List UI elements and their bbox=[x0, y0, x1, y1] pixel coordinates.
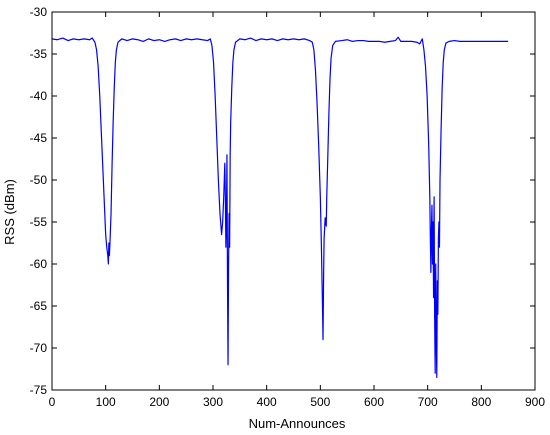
y-tick-label: -50 bbox=[30, 173, 48, 187]
axes-layer: 0 100 200 300 400 500 600 700 800 900 -30 -35 -40 -45… bbox=[30, 5, 546, 409]
y-tick-label: -70 bbox=[30, 341, 48, 355]
axes-frame bbox=[51, 11, 536, 391]
y-tick-label: -40 bbox=[30, 89, 48, 103]
plot-area bbox=[52, 12, 535, 390]
y-tick-label: -65 bbox=[30, 299, 48, 313]
y-tick-label: -35 bbox=[30, 47, 48, 61]
x-tick-label: 0 bbox=[49, 395, 56, 409]
y-tick-label: -75 bbox=[30, 383, 48, 397]
x-tick-label: 900 bbox=[525, 395, 545, 409]
x-tick-label: 200 bbox=[149, 395, 169, 409]
x-tick-label: 100 bbox=[96, 395, 116, 409]
x-tick-label: 300 bbox=[203, 395, 223, 409]
y-tick-label: -30 bbox=[30, 5, 48, 19]
y-tick-label: -45 bbox=[30, 131, 48, 145]
x-tick-label: 500 bbox=[310, 395, 330, 409]
x-tick-label: 700 bbox=[418, 395, 438, 409]
plot-layer bbox=[51, 12, 535, 390]
x-tick-label: 800 bbox=[471, 395, 491, 409]
x-tick-label: 400 bbox=[257, 395, 277, 409]
y-axis-label: RSS (dBm) bbox=[2, 179, 17, 245]
x-axis-label: Num-Announces bbox=[249, 416, 346, 431]
y-tick-label: -60 bbox=[30, 257, 48, 271]
y-tick-label: -55 bbox=[30, 215, 48, 229]
x-tick-label: 600 bbox=[364, 395, 384, 409]
series-line-1 bbox=[51, 36, 509, 378]
